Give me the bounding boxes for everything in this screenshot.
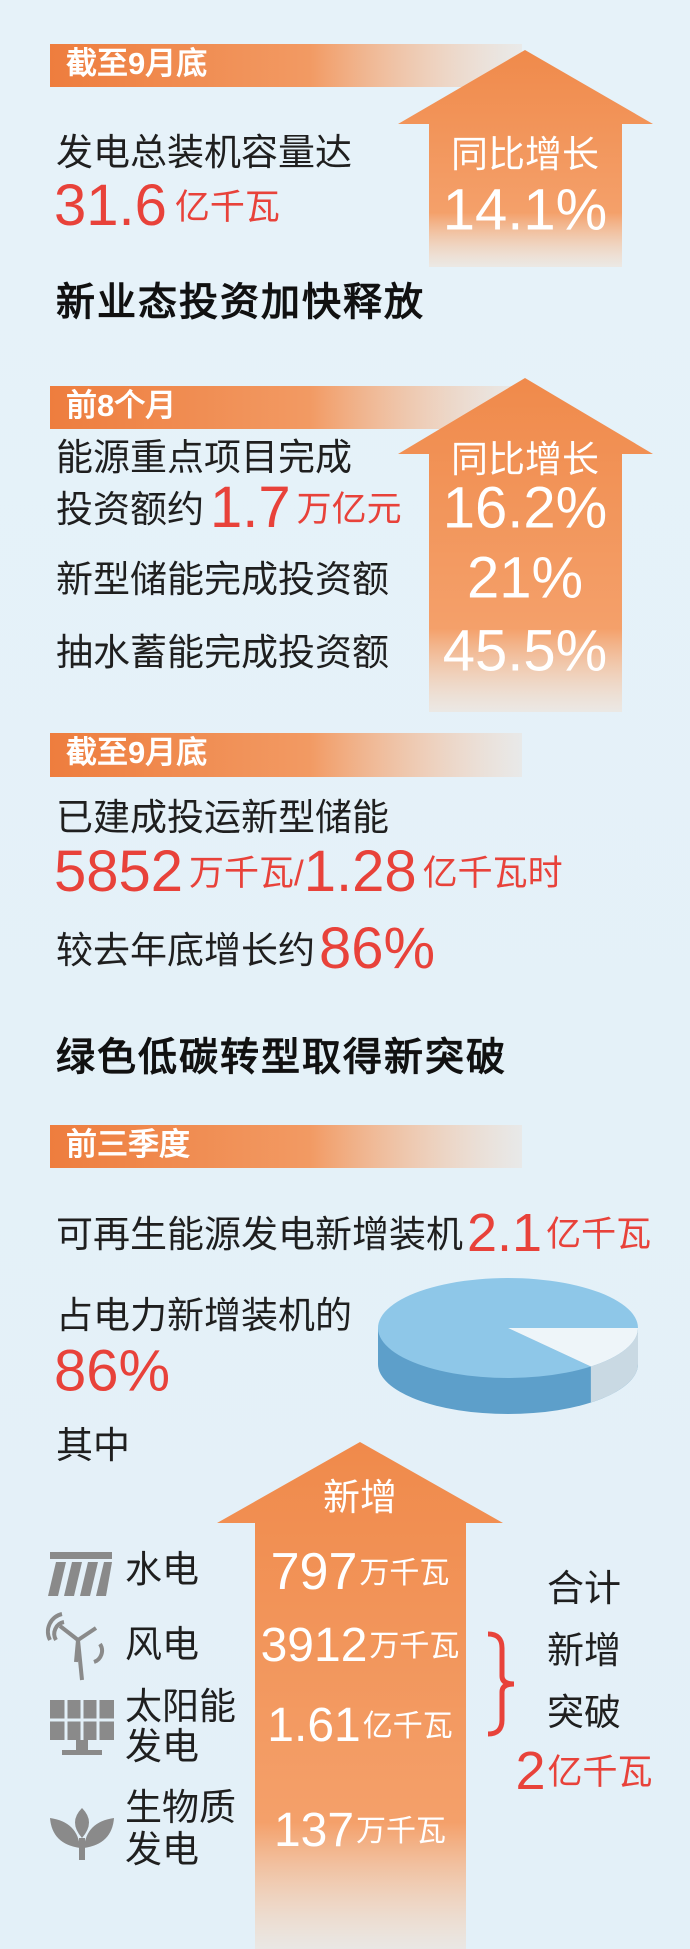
label: 抽水蓄能完成投资额 (56, 632, 389, 673)
share-label: 占电力新增装机的 (56, 1295, 352, 1336)
growth-value: 21% (467, 545, 583, 610)
item-value-line: 137万千瓦 (274, 1804, 446, 1857)
value-line: 5852 万千瓦/1.28 亿千瓦时 (54, 839, 563, 904)
arrow-label: 新增 (323, 1477, 397, 1518)
growth-value: 45.5% (443, 618, 607, 683)
tag-bar (50, 1125, 522, 1168)
value-line: 31.6 亿千瓦 (54, 173, 280, 238)
value: 2.1 (467, 1203, 542, 1263)
item-name: 发电 (125, 1829, 199, 1870)
item-unit: 万千瓦 (369, 1630, 459, 1663)
label: 投资额约 (56, 489, 204, 530)
item-value-line: 797万千瓦 (271, 1543, 450, 1601)
share-value: 86% (54, 1338, 170, 1403)
hydro-icon (48, 1552, 112, 1596)
biomass-icon (50, 1808, 114, 1860)
growth-value: 14.1% (443, 177, 607, 242)
item-value: 1.61 (267, 1699, 360, 1752)
growth-label: 同比增长 (451, 439, 599, 480)
value: 1.28 (304, 839, 417, 904)
tag: 截至9月底 (66, 46, 207, 81)
tag: 前8个月 (66, 388, 176, 423)
value: 1.7 (210, 475, 291, 540)
item-value-line: 3912万千瓦 (261, 1619, 460, 1672)
tag-bar (50, 733, 522, 777)
pie (378, 1278, 638, 1414)
up-arrow (398, 378, 653, 712)
breakdown-label: 其中 (56, 1425, 130, 1466)
growth-line: 较去年底增长约86% (56, 916, 435, 981)
item-unit: 万千瓦 (359, 1557, 449, 1590)
label: 发电总装机容量达 (56, 132, 352, 173)
value: 31.6 (54, 173, 167, 238)
growth-value: 86% (319, 916, 435, 981)
item-name: 太阳能 (125, 1686, 236, 1727)
pie-slice-rest (508, 1328, 638, 1367)
label: 已建成投运新型储能 (56, 797, 389, 838)
item-name: 风电 (125, 1624, 199, 1665)
item-name: 水电 (125, 1549, 199, 1590)
item-name: 发电 (125, 1726, 199, 1767)
unit: 万千瓦/ (189, 854, 304, 893)
unit: 亿千瓦 (546, 1215, 651, 1254)
total-label: 突破 (547, 1692, 621, 1733)
pie-side-rest (590, 1328, 638, 1403)
item-value: 3912 (261, 1619, 368, 1672)
label: 新型储能完成投资额 (56, 559, 389, 600)
total-label: 新增 (547, 1630, 621, 1671)
solar-icon (50, 1700, 114, 1755)
total-label: 合计 (547, 1568, 621, 1609)
label-line: 可再生能源发电新增装机2.1 亿千瓦 (56, 1203, 651, 1263)
item-value-line: 1.61亿千瓦 (267, 1699, 452, 1752)
label: 能源重点项目完成 (56, 437, 352, 478)
unit: 万亿元 (297, 490, 402, 529)
item-unit: 亿千瓦 (363, 1710, 453, 1743)
tag-bar (50, 386, 522, 429)
tag-bar (50, 44, 522, 87)
label: 可再生能源发电新增装机 (56, 1214, 463, 1255)
growth-value: 16.2% (443, 475, 607, 540)
value: 5852 (54, 839, 183, 904)
item-value: 797 (271, 1543, 358, 1601)
label-line: 投资额约 1.7 万亿元 (56, 475, 402, 540)
up-arrow (398, 50, 653, 267)
total-value-line: 2亿千瓦 (515, 1741, 652, 1801)
total-value: 2 (515, 1741, 545, 1801)
total-unit: 亿千瓦 (548, 1753, 653, 1792)
item-unit: 万千瓦 (356, 1815, 446, 1848)
item-value: 137 (274, 1804, 354, 1857)
wind-icon (45, 1612, 104, 1681)
tag: 前三季度 (66, 1127, 190, 1162)
unit: 亿千瓦时 (423, 854, 563, 893)
item-name: 生物质 (125, 1787, 236, 1828)
growth-label: 较去年底增长约 (56, 930, 315, 971)
tag: 截至9月底 (66, 735, 207, 770)
growth-label: 同比增长 (451, 134, 599, 175)
heading: 新业态投资加快释放 (56, 281, 425, 324)
unit: 亿千瓦 (175, 188, 280, 227)
heading: 绿色低碳转型取得新突破 (56, 1036, 507, 1079)
up-arrow (217, 1442, 503, 1949)
brace (487, 1631, 515, 1737)
